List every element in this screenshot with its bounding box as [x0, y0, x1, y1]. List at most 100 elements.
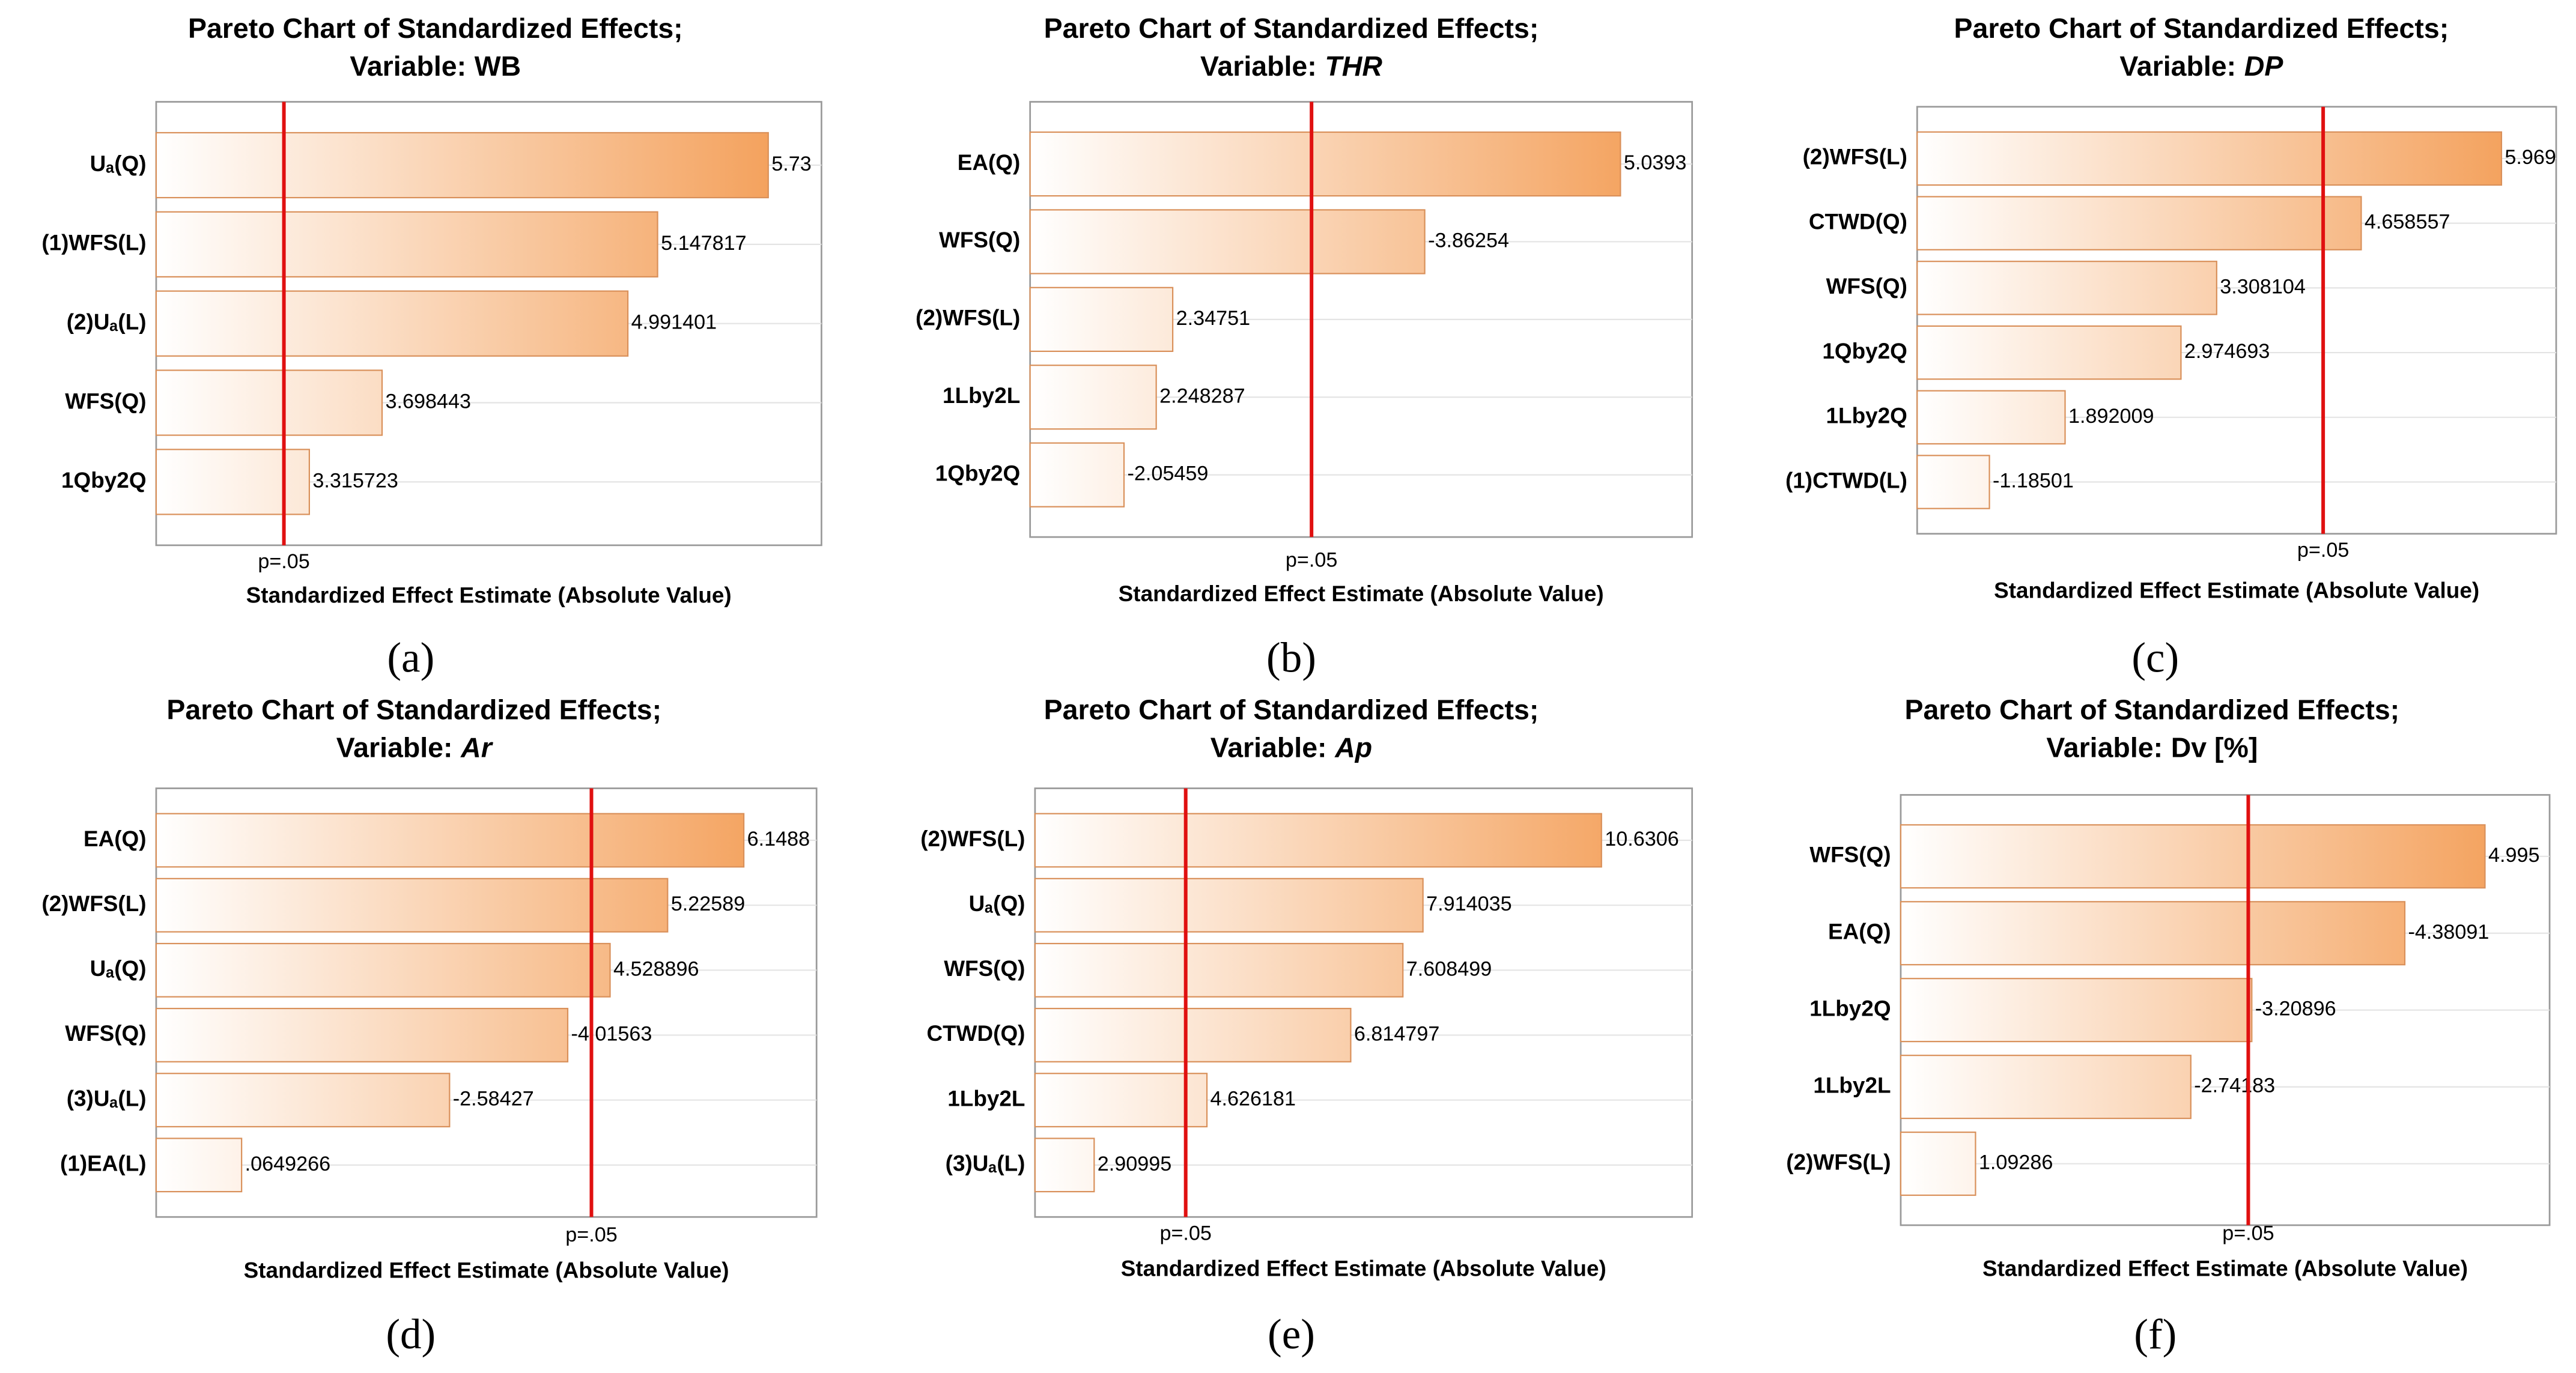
- category-label: (1)WFS(L): [41, 231, 146, 255]
- value-label: 1.09286: [1979, 1151, 2053, 1174]
- value-label: 4.995: [2488, 844, 2540, 867]
- bar: [1900, 1055, 2192, 1120]
- category-label: CTWD(Q): [1809, 209, 1907, 234]
- value-label: 3.308104: [2220, 275, 2306, 298]
- bar: [1034, 813, 1602, 868]
- bar: [1034, 877, 1424, 933]
- variable-name: DP: [2244, 50, 2284, 82]
- chart-panel: Pareto Chart of Standardized Effects; Var…: [41, 694, 818, 1358]
- chart-subtitle: Variable: Ar: [336, 732, 494, 763]
- value-label: 3.315723: [312, 469, 398, 492]
- bar: [155, 290, 629, 357]
- chart-subtitle: Variable: DP: [2119, 50, 2283, 82]
- panel-label: (b): [1266, 634, 1316, 681]
- subtitle-prefix: Variable:: [1200, 50, 1317, 82]
- value-label: 6.814797: [1354, 1022, 1440, 1045]
- category-label: WFS(Q): [65, 1021, 146, 1046]
- category-label: 1Qby2Q: [61, 468, 147, 493]
- category-label: (1)CTWD(L): [1785, 468, 1907, 493]
- category-label: 1Lby2Q: [1809, 996, 1891, 1020]
- chart-panel: Pareto Chart of Standardized Effects; Var…: [1786, 694, 2551, 1358]
- category-label: Uₐ(Q): [969, 891, 1025, 916]
- subtitle-prefix: Variable:: [2119, 50, 2236, 82]
- value-label: 5.73: [771, 153, 812, 175]
- bar: [1029, 365, 1157, 430]
- chart-subtitle: Variable: THR: [1200, 50, 1382, 82]
- value-label: -3.20896: [2255, 998, 2336, 1020]
- value-label: .0649266: [245, 1153, 331, 1175]
- chart-panel: Pareto Chart of Standardized Effects; Var…: [920, 694, 1694, 1358]
- subtitle-prefix: Variable:: [350, 50, 466, 82]
- chart-panel: Pareto Chart of Standardized Effects; Var…: [916, 13, 1694, 681]
- bar: [1029, 442, 1125, 508]
- value-label: 5.0393: [1624, 151, 1687, 174]
- category-label: CTWD(Q): [927, 1021, 1025, 1046]
- value-label: 2.34751: [1176, 307, 1251, 330]
- value-label: 7.914035: [1426, 893, 1512, 915]
- bar: [1029, 209, 1426, 274]
- bar: [155, 942, 611, 998]
- category-label: WFS(Q): [1809, 843, 1891, 867]
- critical-label: p=.05: [258, 550, 309, 573]
- panel-label: (c): [2131, 634, 2179, 681]
- value-label: 5.22589: [671, 893, 746, 915]
- value-label: -2.05459: [1127, 462, 1208, 485]
- bar: [1900, 978, 2253, 1043]
- bar: [1029, 131, 1621, 197]
- bar: [155, 1073, 451, 1128]
- bar: [1034, 942, 1404, 998]
- bar: [1916, 390, 2066, 445]
- category-label: Uₐ(Q): [90, 956, 147, 981]
- subtitle-prefix: Variable:: [2046, 732, 2163, 763]
- value-label: 4.528896: [613, 957, 699, 980]
- chart-title: Pareto Chart of Standardized Effects;: [1044, 13, 1539, 44]
- bar: [155, 449, 311, 515]
- bar: [155, 132, 769, 199]
- chart-title: Pareto Chart of Standardized Effects;: [1954, 13, 2449, 44]
- category-label: (2)WFS(L): [920, 826, 1025, 851]
- bar: [155, 813, 745, 868]
- variable-name: Ar: [460, 732, 494, 763]
- chart-subtitle: Variable: Ap: [1211, 732, 1372, 763]
- critical-label: p=.05: [565, 1223, 617, 1246]
- category-label: (3)Uₐ(L): [946, 1151, 1025, 1175]
- category-label: Uₐ(Q): [90, 151, 147, 176]
- bar: [1900, 1132, 1976, 1196]
- bar: [155, 211, 658, 277]
- chart-subtitle: Variable: Dv [%]: [2046, 732, 2258, 763]
- value-label: -1.18501: [1993, 470, 2074, 493]
- x-axis-label: Standardized Effect Estimate (Absolute V…: [1982, 1256, 2468, 1281]
- category-label: WFS(Q): [1826, 274, 1907, 299]
- critical-label: p=.05: [2222, 1222, 2274, 1245]
- value-label: 3.698443: [385, 390, 471, 413]
- category-label: 1Lby2L: [1813, 1073, 1891, 1097]
- critical-label: p=.05: [1159, 1222, 1211, 1245]
- category-label: (2)WFS(L): [1803, 145, 1907, 169]
- x-axis-label: Standardized Effect Estimate (Absolute V…: [1994, 578, 2479, 602]
- panel-label: (e): [1268, 1311, 1315, 1358]
- bar: [155, 877, 669, 933]
- value-label: -3.86254: [1428, 229, 1509, 252]
- chart-title: Pareto Chart of Standardized Effects;: [1044, 694, 1539, 726]
- value-label: 4.626181: [1211, 1088, 1296, 1111]
- category-label: (1)EA(L): [60, 1151, 146, 1175]
- bar: [1916, 196, 2362, 250]
- variable-name: WB: [475, 50, 521, 82]
- value-label: -4.01563: [571, 1022, 652, 1045]
- bar: [155, 1008, 569, 1062]
- chart-subtitle: Variable: WB: [350, 50, 521, 82]
- value-label: 5.147817: [661, 232, 747, 255]
- value-label: 7.608499: [1406, 957, 1492, 980]
- value-label: -2.74183: [2194, 1074, 2275, 1097]
- variable-name: THR: [1325, 50, 1382, 82]
- value-label: 6.1488: [747, 828, 810, 850]
- x-axis-label: Standardized Effect Estimate (Absolute V…: [246, 583, 732, 608]
- category-label: (2)WFS(L): [916, 306, 1020, 330]
- value-label: 2.248287: [1159, 384, 1245, 407]
- x-axis-label: Standardized Effect Estimate (Absolute V…: [244, 1258, 729, 1282]
- value-label: 5.969: [2505, 146, 2556, 169]
- bar: [1916, 325, 2182, 380]
- category-label: EA(Q): [84, 826, 147, 851]
